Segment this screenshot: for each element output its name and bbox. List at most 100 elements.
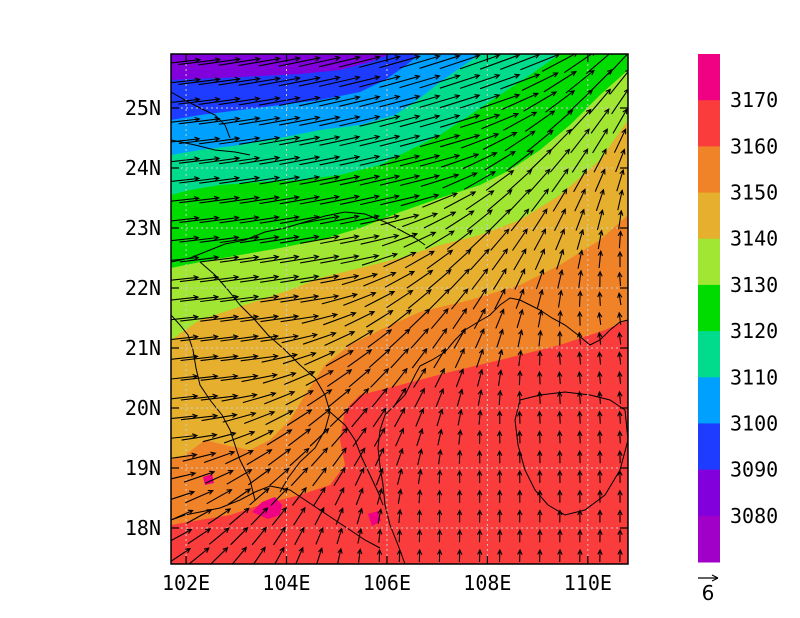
wind-arrow [171, 413, 199, 420]
wind-arrow [557, 548, 563, 563]
wind-arrow [379, 54, 421, 69]
wind-arrow [528, 148, 553, 173]
wind-arrow [617, 291, 623, 306]
wind-arrow [452, 307, 468, 330]
wind-arrow [231, 546, 248, 564]
wind-arrow [541, 54, 578, 72]
wind-arrow [337, 547, 343, 564]
wind-arrow [361, 252, 399, 266]
reference-vector: 6 [698, 574, 719, 605]
wind-arrow [299, 115, 341, 126]
wind-arrow [597, 270, 603, 288]
wind-arrow [246, 449, 273, 466]
wind-arrow [432, 327, 448, 349]
x-tick-label: 108E [463, 571, 511, 595]
wind-arrow [484, 150, 516, 171]
wind-vectors [171, 54, 628, 564]
wind-arrow [332, 447, 347, 467]
wind-arrow [526, 129, 554, 153]
wind-arrow [289, 447, 310, 467]
wind-arrow [407, 288, 432, 309]
wind-arrow [487, 189, 513, 212]
wind-arrow [589, 88, 612, 114]
wind-arrow [419, 74, 461, 89]
wind-arrow [238, 56, 282, 67]
wind-arrow [436, 509, 443, 523]
wind-arrow [386, 289, 414, 309]
contour-band-3080 [171, 54, 390, 80]
wind-arrow [376, 487, 384, 505]
wind-arrow [459, 73, 501, 89]
wind-arrow [500, 73, 541, 90]
wind-arrow [436, 489, 443, 503]
wind-arrow [420, 173, 460, 187]
wind-arrow [280, 274, 320, 283]
wind-arrow [185, 489, 214, 504]
wind-arrow [279, 155, 321, 166]
wind-arrow [229, 507, 250, 526]
wind-arrow [537, 410, 543, 424]
wind-arrow [293, 506, 306, 526]
wind-arrow [430, 308, 449, 330]
wind-arrow [179, 235, 220, 243]
wind-arrow [245, 430, 275, 445]
wind-arrow [377, 528, 383, 543]
wind-arrow [537, 370, 543, 385]
wind-arrow [557, 469, 563, 484]
wind-arrow [597, 390, 603, 404]
wind-arrow [238, 76, 281, 86]
wind-arrow [617, 189, 624, 211]
colorbar-bin [698, 100, 720, 147]
wind-arrow [395, 427, 405, 447]
wind-arrow [171, 393, 199, 400]
colorbar-bin [698, 469, 720, 517]
wind-arrow [618, 209, 624, 230]
wind-arrow [545, 90, 576, 113]
wind-arrow [379, 134, 421, 147]
wind-arrow [318, 75, 361, 87]
wind-arrow [507, 169, 533, 192]
wind-arrow [171, 195, 200, 202]
wind-arrow [473, 307, 486, 329]
wind-arrow [220, 353, 259, 362]
wind-arrow [617, 271, 623, 287]
wind-arrow [240, 274, 280, 283]
wind-arrow [417, 488, 423, 504]
wind-arrow [239, 135, 281, 145]
wind-arrow [399, 114, 441, 128]
wind-arrow [556, 248, 565, 270]
wind-arrow [219, 155, 261, 165]
wind-arrow [555, 228, 565, 251]
wind-arrow [575, 208, 585, 231]
wind-arrow [597, 528, 603, 543]
wind-arrow [171, 433, 199, 439]
wind-arrow [557, 528, 563, 543]
wind-arrow [320, 234, 360, 245]
wind-arrow [319, 154, 361, 166]
wind-arrow [180, 413, 219, 421]
colorbar-bin [698, 284, 720, 332]
wind-arrow [188, 547, 210, 564]
wind-arrow [517, 548, 523, 563]
wind-arrow [573, 168, 587, 193]
wind-arrow [617, 528, 623, 543]
wind-arrow [336, 527, 344, 545]
wind-arrow [300, 274, 340, 284]
x-tick-label: 104E [262, 571, 310, 595]
wind-arrow [492, 268, 507, 290]
wind-arrow [331, 427, 349, 447]
wind-arrow [554, 208, 566, 232]
wind-arrow [171, 528, 193, 542]
wind-arrow [210, 546, 229, 564]
wind-arrow [347, 349, 373, 368]
wind-arrow [399, 54, 441, 69]
wind-arrow [198, 76, 241, 86]
wind-arrow [506, 149, 535, 172]
wind-arrow [597, 430, 603, 444]
wind-arrow [200, 354, 239, 362]
wind-arrow [377, 508, 383, 524]
wind-arrow [182, 451, 217, 462]
wind-arrow [404, 250, 435, 269]
wind-arrow [375, 467, 384, 486]
wind-arrow [328, 388, 351, 408]
